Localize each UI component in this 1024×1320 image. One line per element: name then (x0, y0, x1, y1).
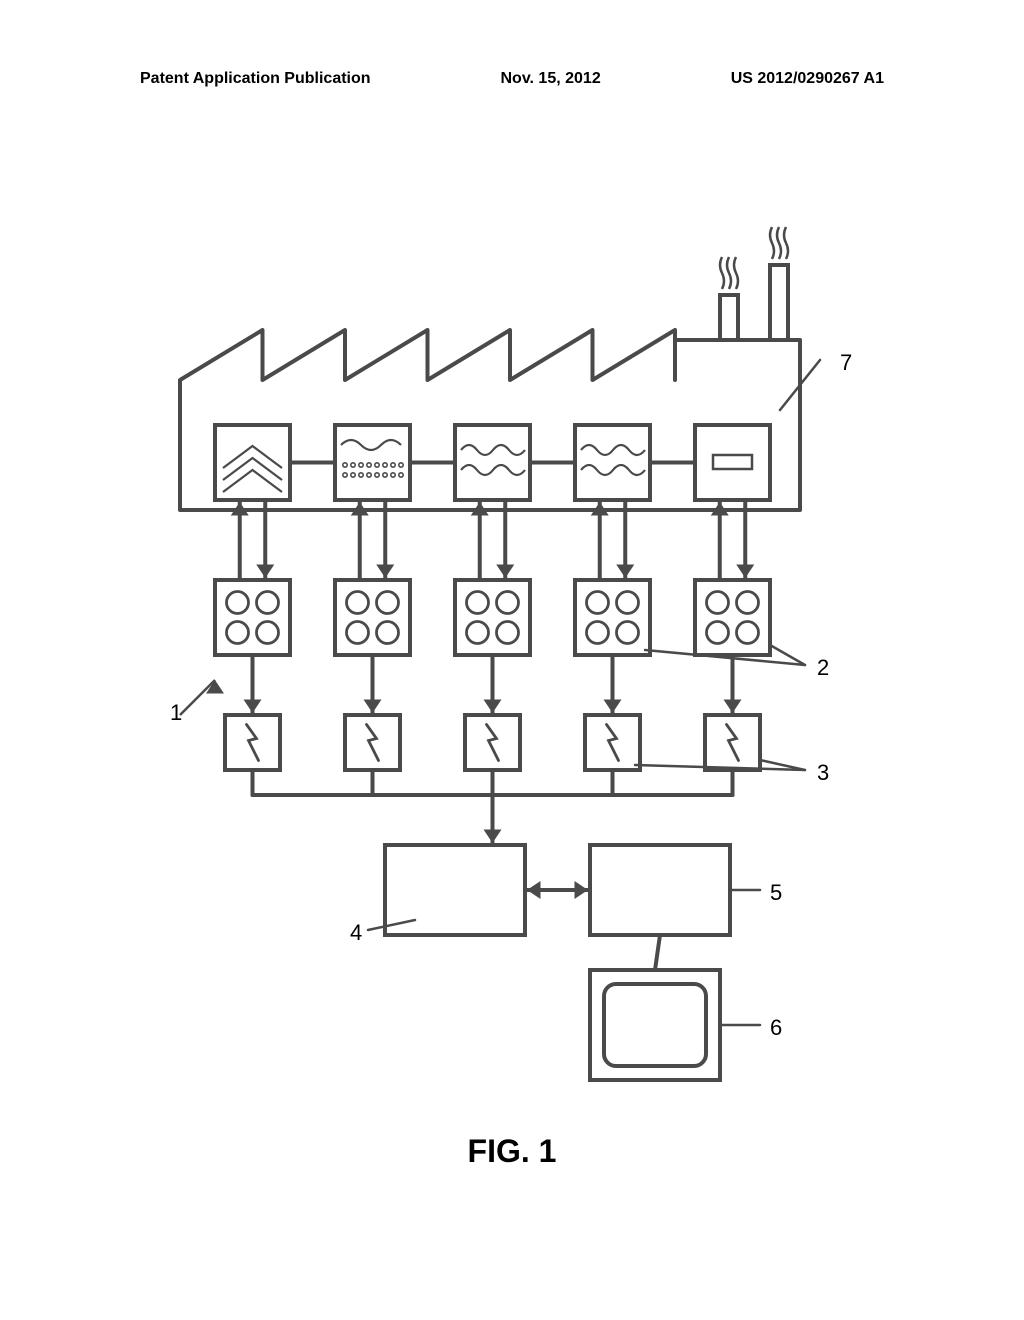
ref-7: 7 (840, 350, 852, 376)
header-right: US 2012/0290267 A1 (731, 70, 884, 88)
ref-3: 3 (817, 760, 829, 786)
header-center: Nov. 15, 2012 (501, 70, 601, 88)
ref-4: 4 (350, 920, 362, 946)
figure-label: FIG. 1 (0, 1133, 1024, 1170)
page-header: Patent Application Publication Nov. 15, … (0, 70, 1024, 88)
ref-5: 5 (770, 880, 782, 906)
diagram-container: 1 2 3 4 5 6 7 (120, 160, 900, 1160)
ref-1: 1 (170, 700, 182, 726)
diagram-svg (120, 160, 900, 1120)
ref-2: 2 (817, 655, 829, 681)
header-left: Patent Application Publication (140, 70, 371, 88)
ref-6: 6 (770, 1015, 782, 1041)
